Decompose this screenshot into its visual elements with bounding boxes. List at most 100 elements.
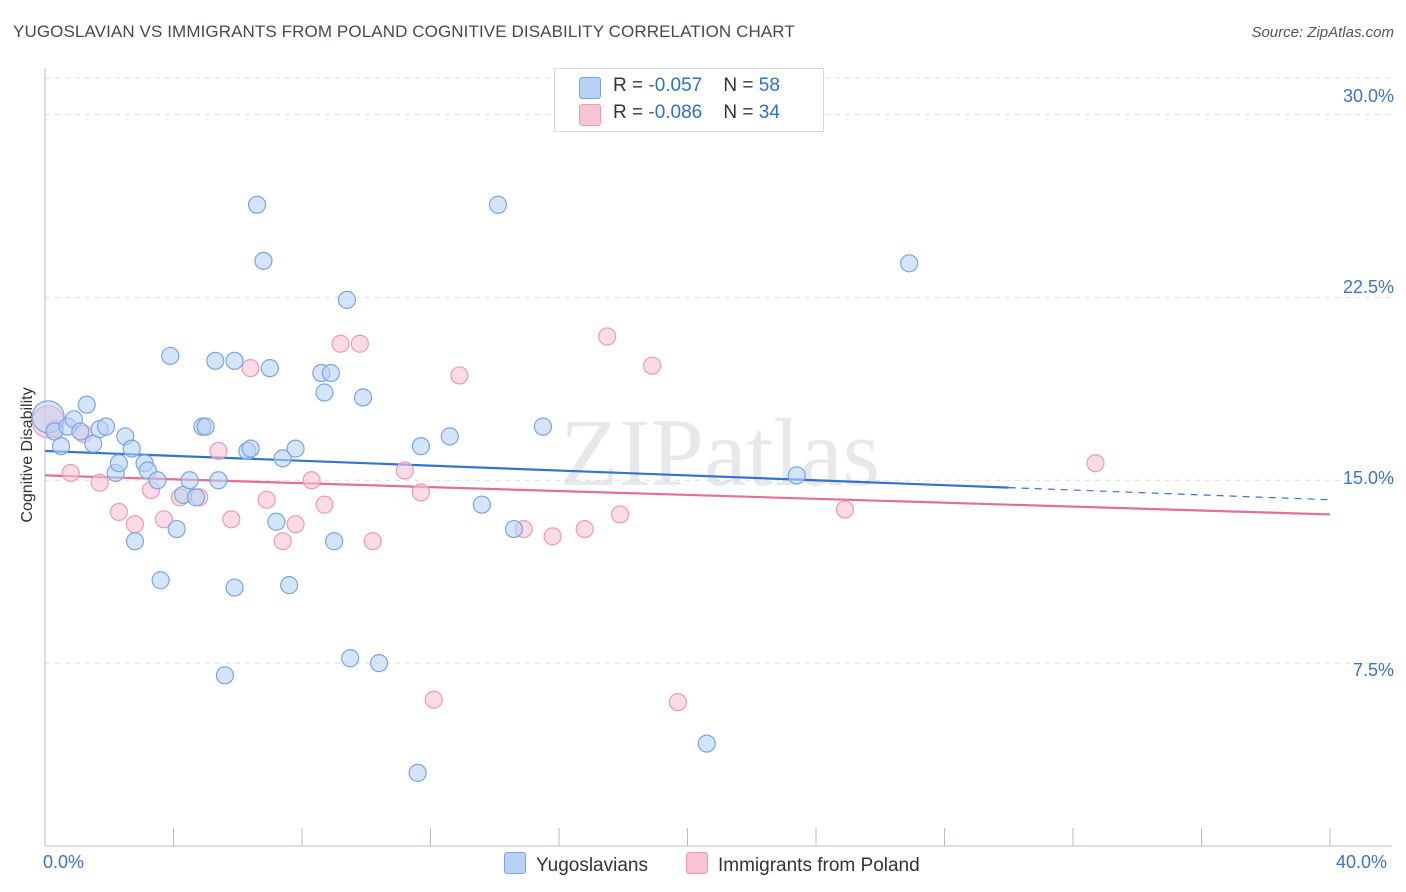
watermark: ZIPatlas: [560, 399, 880, 506]
point-poland: [575, 519, 594, 539]
point-poland: [222, 510, 241, 529]
point-yugoslavians: [315, 383, 334, 402]
legend-n-label: N =: [723, 75, 759, 96]
point-yugoslavians: [109, 454, 128, 473]
legend-n-value: 34: [758, 102, 780, 123]
point-yugoslavians: [488, 195, 508, 214]
y-tick-label: 7.5%: [1352, 660, 1394, 680]
point-yugoslavians: [148, 471, 167, 490]
point-yugoslavians: [260, 359, 279, 378]
legend-swatch-blue: [579, 77, 601, 99]
point-poland: [154, 510, 173, 529]
bottom-legend-poland: Immigrants from Poland: [686, 852, 920, 877]
y-tick-label: 15.0%: [1342, 468, 1394, 488]
point-yugoslavians: [225, 351, 244, 370]
point-yugoslavians: [125, 532, 145, 551]
point-yugoslavians: [472, 495, 491, 514]
point-poland: [90, 473, 109, 492]
point-yugoslavians: [341, 649, 360, 668]
point-poland: [643, 356, 662, 375]
point-yugoslavians: [161, 346, 180, 366]
point-poland: [350, 334, 369, 353]
point-yugoslavians: [77, 395, 96, 414]
point-poland: [395, 461, 414, 480]
legend-swatch-pink: [579, 104, 601, 126]
point-poland: [302, 471, 321, 490]
point-poland: [424, 690, 443, 709]
trend-line-poland: [44, 474, 1331, 516]
point-yugoslavians: [411, 437, 430, 456]
point-yugoslavians: [533, 417, 553, 436]
bottom-legend-swatch-blue: [504, 852, 526, 874]
legend-r-value: -0.086: [648, 102, 703, 123]
point-poland: [61, 463, 80, 483]
point-yugoslavians: [96, 417, 116, 436]
point-yugoslavians: [697, 734, 716, 753]
point-poland: [209, 441, 228, 461]
chart-title: YUGOSLAVIAN VS IMMIGRANTS FROM POLAND CO…: [13, 22, 795, 41]
x-tick-label-max: 40.0%: [1336, 852, 1388, 872]
bottom-legend-yugoslavians: Yugoslavians: [504, 852, 648, 877]
point-yugoslavians: [267, 512, 286, 531]
point-poland: [125, 515, 145, 534]
y-tick-label: 22.5%: [1342, 277, 1394, 297]
point-poland: [273, 532, 292, 551]
correlation-legend: R = -0.057 N = 58 R = -0.086 N = 34: [554, 68, 824, 132]
point-yugoslavians: [241, 439, 260, 458]
point-yugoslavians: [122, 439, 141, 458]
bottom-legend-label: Yugoslavians: [536, 855, 648, 876]
point-yugoslavians: [51, 437, 71, 456]
point-yugoslavians: [504, 519, 524, 539]
point-yugoslavians: [280, 576, 299, 595]
axes: [44, 68, 1392, 847]
point-yugoslavians: [209, 471, 228, 490]
point-poland: [450, 366, 469, 385]
point-yugoslavians: [180, 471, 199, 490]
point-poland: [241, 359, 260, 378]
point-yugoslavians: [787, 466, 806, 485]
trend-line-yugoslavians-extension: [1008, 487, 1331, 501]
point-yugoslavians: [215, 666, 234, 685]
trend-line-yugoslavians: [44, 449, 1009, 489]
trend-lines: [44, 449, 1331, 516]
point-yugoslavians: [151, 571, 170, 590]
point-yugoslavians: [337, 290, 357, 309]
bottom-legend-swatch-pink: [686, 852, 708, 874]
point-yugoslavians: [167, 519, 186, 539]
point-yugoslavians: [186, 488, 206, 507]
point-yugoslavians: [273, 449, 292, 468]
point-poland: [411, 483, 430, 502]
bottom-legend-label: Immigrants from Poland: [718, 855, 920, 876]
point-yugoslavians: [196, 417, 215, 436]
point-yugoslavians: [206, 351, 225, 370]
point-yugoslavians: [325, 532, 344, 551]
point-poland: [598, 327, 617, 346]
point-yugoslavians: [71, 422, 90, 441]
point-yugoslavians: [254, 251, 273, 270]
point-yugoslavians: [286, 439, 305, 458]
source-credit: Source: ZipAtlas.com: [1251, 24, 1394, 41]
x-tick-label-min: 0.0%: [43, 852, 85, 872]
point-yugoslavians: [440, 427, 459, 446]
point-yugoslavians: [353, 388, 373, 407]
point-poland: [543, 527, 562, 546]
legend-r-label: R =: [613, 102, 649, 123]
point-poland: [257, 490, 276, 509]
point-yugoslavians: [321, 363, 341, 383]
point-poland: [363, 532, 382, 551]
point-poland: [109, 502, 128, 522]
legend-n-value: 58: [758, 75, 780, 96]
y-tick-label: 30.0%: [1342, 86, 1394, 106]
point-yugoslavians: [900, 254, 919, 273]
point-poland: [331, 334, 350, 353]
point-poland: [286, 515, 305, 534]
point-yugoslavians: [370, 654, 389, 673]
point-poland: [315, 495, 334, 514]
point-poland: [835, 500, 855, 519]
point-yugoslavians: [408, 763, 427, 782]
point-poland: [610, 505, 630, 524]
data-points: [31, 195, 1105, 782]
legend-n-label: N =: [723, 102, 759, 123]
point-yugoslavians: [225, 578, 244, 597]
